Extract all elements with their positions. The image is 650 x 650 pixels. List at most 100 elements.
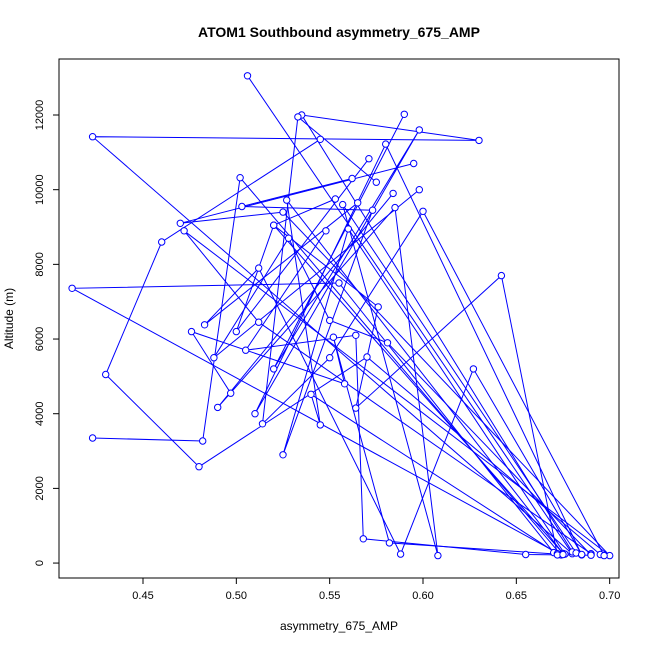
data-point xyxy=(400,110,408,119)
data-point xyxy=(255,318,263,326)
x-tick-label: 0.60 xyxy=(412,590,433,602)
data-point xyxy=(522,550,530,559)
data-point xyxy=(352,404,360,412)
data-point xyxy=(236,174,244,182)
data-point xyxy=(199,437,207,445)
y-axis-label: Altitude (m) xyxy=(2,288,16,349)
data-point xyxy=(187,327,196,336)
y-axis: 0 2000 4000 6000 8000 10000 12000 xyxy=(34,100,60,566)
data-point xyxy=(88,434,97,442)
data-point xyxy=(210,354,218,362)
data-point xyxy=(88,133,97,141)
data-point xyxy=(344,225,352,233)
data-point xyxy=(195,463,203,471)
data-point xyxy=(359,535,367,543)
plot-area xyxy=(68,72,614,560)
data-point xyxy=(270,221,278,229)
data-point xyxy=(331,195,339,203)
data-point xyxy=(410,159,418,168)
x-tick-label: 0.70 xyxy=(599,590,620,602)
chart-title: ATOM1 Southbound asymmetry_675_AMP xyxy=(198,24,480,40)
data-point xyxy=(316,421,324,429)
data-point xyxy=(339,200,347,209)
data-point xyxy=(415,126,423,134)
series-line-2 xyxy=(254,114,583,556)
y-tick-label: 8000 xyxy=(34,252,46,276)
data-point xyxy=(242,346,250,354)
y-tick-label: 12000 xyxy=(34,100,46,131)
series-line-6 xyxy=(235,158,564,555)
data-point xyxy=(382,140,390,148)
data-point xyxy=(374,303,382,311)
y-tick-label: 4000 xyxy=(34,401,46,425)
data-point xyxy=(283,196,291,204)
data-point xyxy=(200,321,209,329)
data-point xyxy=(176,219,185,228)
x-tick-label: 0.45 xyxy=(132,590,153,602)
data-point xyxy=(329,333,338,341)
data-point xyxy=(258,420,267,428)
x-tick-label: 0.65 xyxy=(506,590,527,602)
y-tick-label: 2000 xyxy=(34,476,46,500)
data-point xyxy=(307,390,315,398)
series-line-10 xyxy=(261,115,605,556)
data-point xyxy=(434,551,442,560)
data-point xyxy=(68,284,76,292)
data-point xyxy=(251,410,259,418)
y-tick-label: 10000 xyxy=(34,174,46,205)
x-tick-label: 0.50 xyxy=(226,590,247,602)
data-point xyxy=(326,316,334,325)
data-point xyxy=(316,135,324,144)
data-point xyxy=(243,72,252,80)
data-point xyxy=(578,550,586,559)
data-point xyxy=(363,353,371,361)
data-point xyxy=(255,264,263,272)
y-tick-label: 0 xyxy=(34,560,46,566)
data-point xyxy=(497,271,506,280)
data-point xyxy=(102,370,110,379)
data-point xyxy=(600,551,608,560)
data-point xyxy=(232,327,241,336)
data-point xyxy=(391,203,399,212)
data-point xyxy=(340,380,349,388)
data-point xyxy=(279,208,287,216)
data-point xyxy=(383,339,392,347)
series-line-8 xyxy=(241,178,566,555)
data-point xyxy=(180,227,188,235)
data-point xyxy=(365,155,373,163)
series-line-14 xyxy=(190,330,564,555)
data-point xyxy=(214,403,222,412)
data-point xyxy=(270,365,278,373)
data-point xyxy=(419,207,427,216)
y-tick-label: 6000 xyxy=(34,327,46,351)
series-line-13 xyxy=(244,230,592,556)
data-point xyxy=(284,234,293,242)
data-point xyxy=(354,199,362,207)
x-axis: 0.45 0.50 0.55 0.60 0.65 0.70 xyxy=(132,577,620,602)
data-point xyxy=(294,113,302,121)
data-point xyxy=(335,279,343,287)
data-point xyxy=(475,136,483,145)
x-tick-label: 0.55 xyxy=(319,590,340,602)
series-line-12 xyxy=(204,202,583,556)
data-point xyxy=(396,550,405,558)
data-point xyxy=(385,539,394,547)
data-point xyxy=(368,206,377,214)
data-point xyxy=(279,451,287,459)
data-point xyxy=(348,174,356,183)
data-point xyxy=(469,365,478,373)
series-line-3 xyxy=(105,138,601,555)
data-point xyxy=(158,238,166,246)
data-point xyxy=(322,227,330,235)
series-line-7 xyxy=(217,193,577,556)
data-point xyxy=(415,186,423,194)
data-point xyxy=(352,331,360,339)
data-point xyxy=(227,389,235,397)
data-point xyxy=(587,551,595,559)
data-point xyxy=(559,550,567,559)
series-line-4 xyxy=(70,176,562,556)
data-point xyxy=(326,354,334,362)
data-point xyxy=(238,202,246,211)
data-point xyxy=(372,178,380,186)
